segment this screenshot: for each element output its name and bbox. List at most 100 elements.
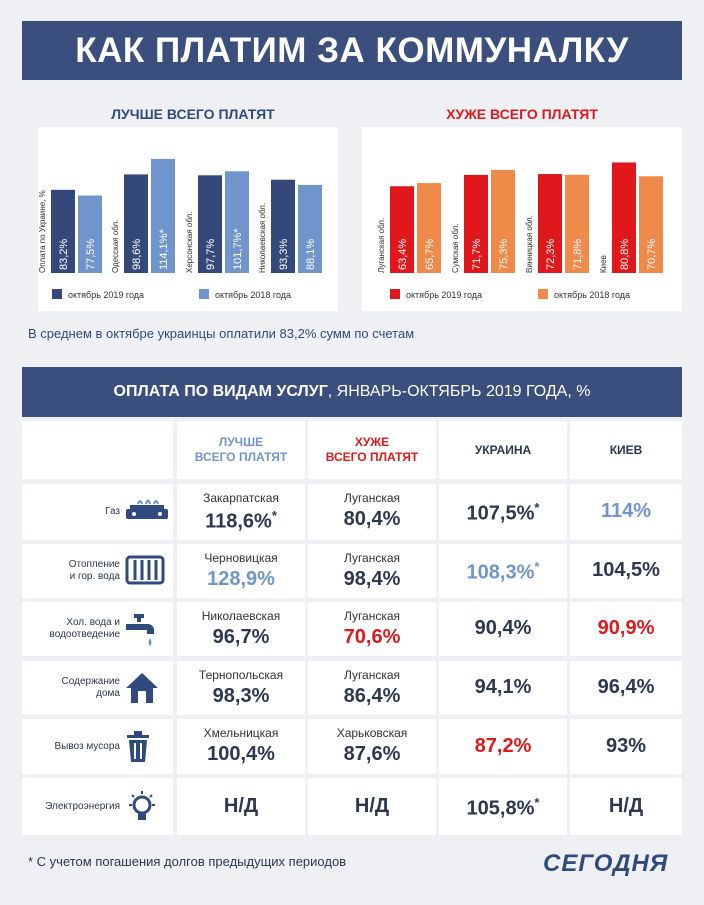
value-cell: Н/Д [177, 795, 305, 818]
page-title: КАК ПЛАТИМ ЗА КОММУНАЛКУ [75, 30, 629, 70]
data-label: 71,7% [471, 239, 483, 270]
service-label-line: Содержание [61, 676, 120, 687]
worst-payers-chart: Луганская обл. 63,4% 65,7% Сумская обл. 71,7… [377, 162, 663, 300]
column-header-line: КИЕВ [609, 442, 643, 457]
table-cell [177, 719, 305, 774]
data-label: 72,3% [545, 239, 557, 270]
bar [78, 195, 102, 273]
table-cell [308, 544, 436, 598]
column-header: УКРАИНА [439, 421, 567, 479]
service-label: Отопление и гор. вода [24, 559, 120, 583]
region-name: Николаевская [201, 609, 281, 623]
table-cell [308, 602, 436, 656]
service-label-line: Газ [105, 506, 120, 517]
region-name: Луганская [343, 609, 401, 623]
category-label: Винницкая обл. [525, 215, 534, 273]
worst-chart-panel: Луганская обл. 63,4% 65,7% Сумская обл. 71,7… [362, 127, 682, 311]
table-cell [177, 602, 305, 656]
data-label: 80,8% [619, 239, 631, 270]
worst-chart-title: ХУЖЕ ВСЕГО ПЛАТЯТ [446, 106, 598, 122]
table-cell [177, 778, 305, 835]
table-cell [439, 778, 567, 835]
data-label: 97,7% [205, 239, 217, 270]
gas-stove-icon [124, 495, 170, 530]
value-cell: 98,3% [177, 685, 305, 708]
value-text: 108,3% [466, 561, 535, 584]
region-name: Хмельницкая [203, 726, 279, 740]
table-cell [177, 544, 305, 598]
region-name: Луганская [343, 551, 401, 565]
data-label: 101,7%* [232, 228, 244, 270]
value-text: 98,3% [212, 685, 270, 707]
bar [51, 189, 75, 273]
light-bulb-icon [124, 790, 160, 831]
legend-label: октябрь 2018 года [215, 290, 291, 300]
value-text: 93% [605, 734, 647, 757]
best-chart-panel: Оплата по Украине, % 83,2% 77,5% Одесская о… [38, 127, 338, 311]
table-cell [570, 544, 682, 598]
segodnya-logo: СЕГОДНЯ [543, 850, 669, 877]
bar [151, 158, 175, 273]
value-cell: 90,4% [439, 617, 567, 640]
header-cell [22, 421, 173, 479]
house-icon [124, 671, 160, 710]
region-name: Тернопольская [198, 668, 284, 682]
value-cell: 94,1% [439, 676, 567, 699]
value-text: 96,7% [212, 626, 270, 648]
data-label: 88,1% [305, 239, 317, 270]
service-label: Газ [24, 506, 120, 518]
header-cell [177, 421, 305, 479]
service-label-line: Вывоз мусора [54, 740, 120, 752]
legend-swatch [390, 289, 400, 299]
column-header-line: ЛУЧШЕ [218, 435, 264, 449]
bar [612, 162, 636, 273]
value-cell: 90,9% [562, 617, 690, 640]
value-cell: Н/Д [562, 795, 690, 818]
value-text: 96,4% [597, 676, 655, 698]
bar [491, 169, 515, 273]
legend-label: октябрь 2019 года [68, 290, 144, 300]
header-cell [439, 421, 567, 479]
bar [124, 174, 148, 273]
average-note: В среднем в октябре украинцы оплатили 83… [28, 326, 415, 341]
data-label: 71,8% [572, 239, 584, 270]
table-cell [22, 778, 173, 835]
column-header: ХУЖЕ ВСЕГО ПЛАТЯТ [308, 421, 436, 479]
footnote: * С учетом погашения долгов предыдущих п… [28, 854, 347, 869]
value-text: 87,2% [474, 734, 532, 757]
data-label: 70,7% [646, 239, 658, 270]
value-text: 118,6% [205, 510, 272, 533]
category-label: Киев [599, 255, 608, 273]
value-text: Н/Д [354, 794, 390, 817]
value-cell: 107,5%* [439, 500, 567, 526]
region-name: Луганская [343, 668, 401, 682]
value-cell: 96,4% [562, 676, 690, 699]
legend-swatch [52, 289, 62, 299]
category-label: Оплата по Украине, % [38, 190, 47, 273]
trash-can-icon [124, 730, 152, 769]
column-header: ЛУЧШЕ ВСЕГО ПЛАТЯТ [177, 421, 305, 479]
data-label: 63,4% [397, 239, 409, 270]
bar [225, 171, 249, 273]
legend-swatch [199, 289, 209, 299]
section-banner: ОПЛАТА ПО ВИДАМ УСЛУГ, ЯНВАРЬ-ОКТЯБРЬ 20… [22, 367, 682, 417]
best-payers-chart: Оплата по Украине, % 83,2% 77,5% Одесская о… [38, 158, 322, 300]
bar [464, 174, 488, 273]
table-cell [570, 661, 682, 715]
table-cell [570, 602, 682, 656]
table-cell [439, 719, 567, 774]
value-text: 105,8% [466, 797, 535, 820]
header-cell [570, 421, 682, 479]
value-text: 90,4% [474, 617, 532, 639]
category-label: Луганская обл. [377, 218, 386, 273]
table-cell [570, 778, 682, 835]
best-chart-title: ЛУЧШЕ ВСЕГО ПЛАТЯТ [111, 106, 275, 122]
table-cell [439, 484, 567, 540]
value-cell: 118,6%* [177, 508, 305, 534]
value-cell: 114% [562, 500, 690, 523]
table-cell [308, 778, 436, 835]
radiator-icon [124, 554, 166, 591]
bar [390, 186, 414, 273]
value-cell: 100,4% [177, 743, 305, 766]
category-label: Сумская обл. [451, 224, 460, 273]
